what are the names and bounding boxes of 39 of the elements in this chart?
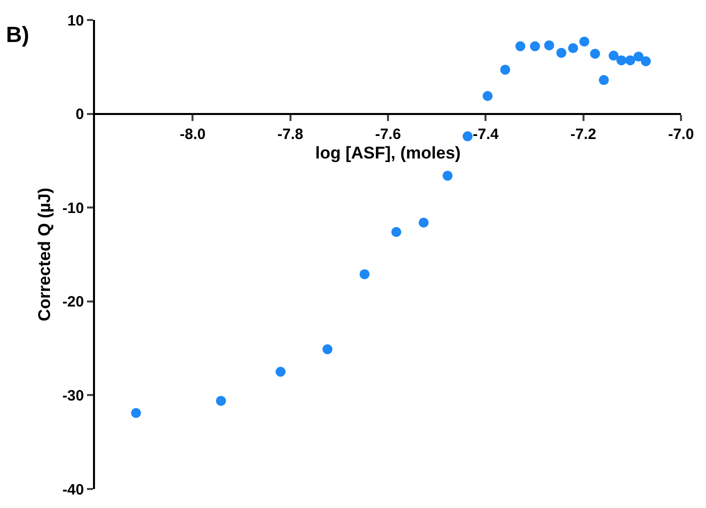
point <box>391 226 402 237</box>
point <box>634 52 644 62</box>
point <box>482 90 493 101</box>
x-tick-label: -7.0 <box>668 126 694 143</box>
y-tick-label: -40 <box>62 481 84 498</box>
point <box>515 41 526 52</box>
y-tick-label: 10 <box>67 12 84 30</box>
point <box>598 75 609 86</box>
x-tick-label: -7.2 <box>570 126 596 143</box>
point <box>276 366 286 377</box>
point <box>625 55 636 66</box>
point <box>418 218 429 228</box>
x-tick-label: -8.0 <box>180 126 206 143</box>
point <box>640 56 651 66</box>
y-tick-label: -10 <box>62 200 84 217</box>
point <box>462 131 473 142</box>
y-tick-label: 0 <box>76 106 84 124</box>
point <box>530 41 540 52</box>
point <box>616 55 626 66</box>
x-axis-title: log [ASF], (moles) <box>315 144 461 163</box>
x-tick-label: -7.6 <box>375 126 401 143</box>
point <box>579 36 590 47</box>
x-tick-label: -7.4 <box>472 126 500 143</box>
point <box>568 43 578 54</box>
point <box>556 48 566 58</box>
y-tick-label: -20 <box>62 294 84 311</box>
x-tick-label: -7.8 <box>277 126 304 143</box>
point <box>131 408 142 418</box>
point <box>500 64 510 75</box>
point <box>216 396 226 406</box>
y-tick-label: -30 <box>62 387 84 404</box>
text: B) <box>6 22 30 47</box>
point <box>608 50 619 61</box>
point <box>360 269 370 280</box>
y-axis-title: Corrected Q (µJ) <box>35 188 54 322</box>
point <box>322 344 332 354</box>
point <box>442 170 453 181</box>
point <box>544 40 554 50</box>
point <box>590 48 600 59</box>
